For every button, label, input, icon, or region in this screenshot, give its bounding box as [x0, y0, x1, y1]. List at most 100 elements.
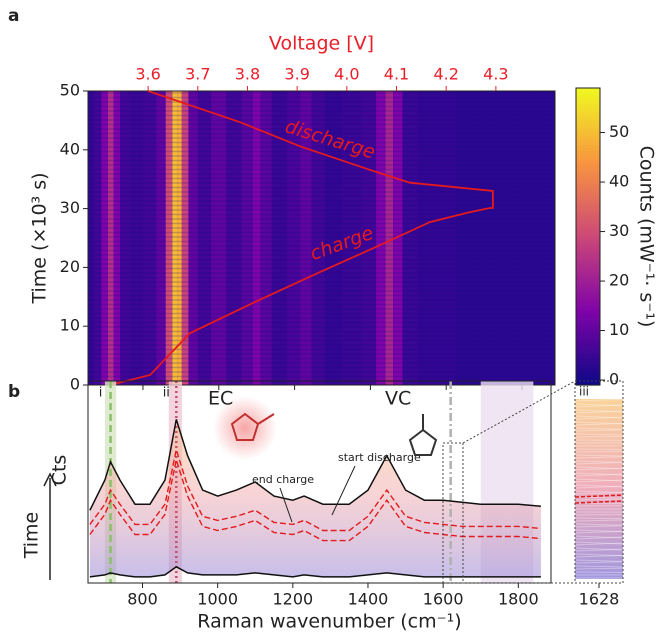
inset-stripe	[574, 559, 624, 562]
inset-stripe	[574, 535, 624, 539]
colorbar-step	[576, 188, 600, 193]
inset-stripe	[574, 415, 624, 419]
colorbar-step	[576, 319, 600, 324]
colorbar-step	[576, 141, 600, 146]
colorbar-step	[576, 370, 600, 374]
molecule-vc	[408, 414, 438, 456]
x2-tick-label: 3.7	[185, 65, 210, 84]
colorbar-step	[576, 295, 600, 300]
colorbar-step	[576, 215, 600, 220]
colorbar-step	[576, 355, 600, 359]
annotation: VC	[385, 388, 411, 410]
heatmap-cell	[271, 91, 288, 385]
colorbar-step	[576, 96, 600, 101]
heatmap-cell	[531, 91, 547, 385]
colorbar-step	[576, 135, 600, 140]
x2-tick-label: 3.8	[235, 65, 260, 84]
x-tick-label: 800	[127, 590, 158, 609]
panel-label: b	[8, 382, 20, 402]
inset-stripe	[574, 409, 624, 413]
colorbar-step	[576, 325, 600, 330]
colorbar-step	[576, 230, 600, 235]
colorbar-step	[576, 165, 600, 169]
reference-label: i	[99, 386, 103, 401]
colorbar-step	[576, 206, 600, 211]
inset-stripe	[574, 461, 624, 465]
colorbar-step	[576, 304, 600, 309]
colorbar-step	[576, 174, 600, 178]
inset-stripe	[574, 525, 624, 528]
colorbar-step	[576, 358, 600, 362]
x-tick-label: 1200	[272, 590, 313, 609]
heatmap-cell	[120, 91, 130, 385]
inset-stripe	[574, 416, 624, 420]
annotation: end charge	[252, 473, 314, 486]
colorbar-step	[576, 99, 600, 104]
colorbar-frame	[575, 87, 601, 386]
inset-stripe	[574, 561, 624, 564]
colorbar-step	[576, 105, 600, 110]
y-tick-label: 50	[60, 81, 80, 100]
inset-stripe	[574, 529, 624, 533]
heatmap-cell	[300, 91, 312, 385]
heatmap-cell	[241, 91, 253, 385]
colorbar-step	[576, 224, 600, 229]
inset-label: iii	[579, 385, 589, 399]
colorbar-step	[576, 298, 600, 303]
colorbar-step	[576, 284, 600, 288]
x-tick-label: 1400	[348, 590, 389, 609]
heatmap-cell	[436, 91, 456, 385]
spectrum-line	[89, 565, 541, 578]
inset-stripe	[574, 490, 624, 494]
colorbar-step	[576, 162, 600, 166]
spectrum-line	[89, 446, 541, 532]
zoom-box	[442, 442, 464, 584]
colorbar-step	[576, 343, 600, 347]
heatmap-cell	[385, 91, 394, 385]
voltage-curve	[109, 90, 494, 386]
colorbar-step	[576, 168, 600, 172]
colorbar-step	[576, 212, 600, 217]
annotation: start discharge	[338, 451, 421, 464]
x2-axis-label: Voltage [V]	[269, 33, 374, 55]
colorbar-step	[576, 197, 600, 202]
inset-stripe	[574, 484, 624, 488]
colorbar-step	[576, 349, 600, 353]
colorbar-step	[576, 367, 600, 371]
inset-stripe	[574, 456, 624, 459]
heatmap-cell	[512, 91, 532, 385]
heatmap-cell	[324, 91, 342, 385]
colorbar-step	[576, 289, 600, 294]
colorbar-step	[576, 257, 600, 261]
heatmap-cell	[197, 91, 212, 385]
colorbar-step	[576, 183, 600, 187]
colorbar-step	[576, 316, 600, 321]
inset-stripe	[574, 536, 624, 540]
colorbar-step	[576, 194, 600, 199]
colorbar-step	[576, 180, 600, 184]
colorbar-step	[576, 263, 600, 267]
inset-stripe	[574, 473, 624, 477]
inset-stripe	[574, 542, 624, 546]
colorbar-step	[576, 352, 600, 356]
colorbar-step	[576, 364, 600, 368]
heatmap-cell	[393, 91, 403, 385]
inset-stripe	[574, 433, 624, 436]
colorbar-step	[576, 307, 600, 312]
plot-frame	[87, 380, 552, 584]
spectra-envelope	[89, 419, 541, 577]
inset-stripe	[574, 427, 624, 430]
inset-stripe	[574, 553, 624, 557]
colorbar-label: Counts (mW⁻¹· s⁻¹)	[636, 146, 658, 328]
inset-stripe	[574, 547, 624, 551]
colorbar-step	[576, 132, 600, 137]
colorbar-step	[576, 186, 600, 190]
heatmap-cell	[88, 91, 94, 385]
inset-stripe	[574, 485, 624, 489]
heatmap-cell	[165, 91, 173, 385]
inset-stripe	[574, 429, 624, 432]
inset-stripe	[574, 404, 624, 408]
colorbar-step	[576, 191, 600, 196]
y-tick-label: 20	[60, 257, 80, 276]
